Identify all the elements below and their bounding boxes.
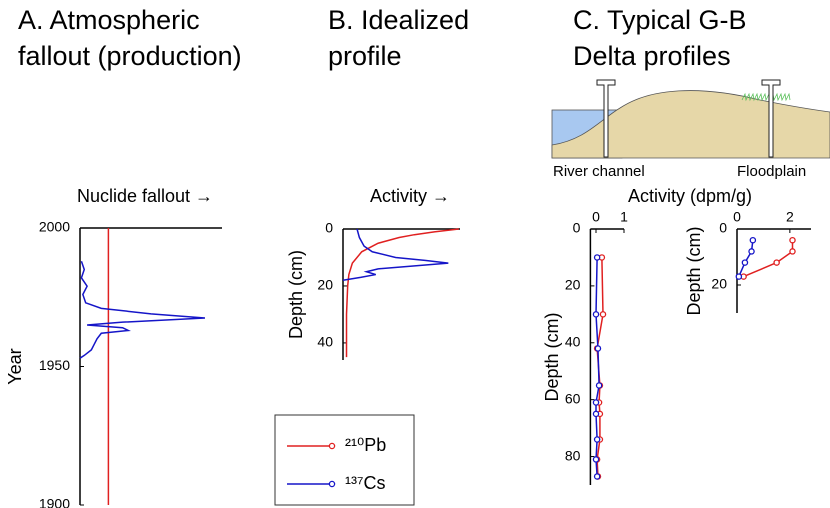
point — [593, 436, 601, 443]
panel-title: B. Idealized — [328, 5, 469, 35]
x-axis-label: Activity → — [370, 186, 450, 206]
y-tick-label: 0 — [719, 220, 727, 236]
legend-marker — [328, 442, 336, 450]
panel-title: fallout (production) — [18, 41, 242, 71]
panel-title: profile — [328, 41, 402, 71]
point — [735, 273, 743, 280]
point — [592, 311, 600, 318]
x-tick-label: 0 — [592, 209, 600, 225]
point — [599, 311, 607, 318]
y-tick-label: 20 — [317, 277, 333, 293]
x-axis-label: Nuclide fallout → — [77, 186, 213, 206]
point — [592, 456, 600, 463]
y-tick-label: 1900 — [39, 496, 70, 508]
y-tick-label: 40 — [317, 334, 333, 350]
series-line — [738, 240, 754, 277]
x-axis-label: Activity (dpm/g) — [628, 186, 752, 206]
land — [551, 90, 830, 159]
point — [593, 473, 601, 480]
point — [789, 236, 796, 244]
y-axis-label: Year — [5, 348, 25, 384]
y-tick-label: 0 — [325, 220, 333, 236]
panel-title: Delta profiles — [573, 41, 731, 71]
legend-label: ¹³⁷Cs — [345, 473, 386, 493]
panel-title: C. Typical G-B — [573, 5, 747, 35]
x-tick-label: 1 — [620, 209, 628, 225]
legend-marker — [328, 480, 336, 488]
y-axis-label: Depth (cm) — [684, 226, 704, 315]
point — [748, 248, 755, 255]
y-axis-label: Depth (cm) — [286, 250, 306, 339]
delta-diagram: River channel Floodplain — [551, 79, 830, 180]
point — [749, 236, 757, 244]
point — [594, 345, 602, 352]
y-tick-label: 60 — [565, 390, 581, 406]
panel-title: A. Atmospheric — [18, 5, 200, 35]
y-tick-label: 20 — [565, 277, 581, 293]
corer — [761, 79, 781, 158]
series-line — [743, 240, 794, 278]
diagram-label: Floodplain — [737, 163, 806, 180]
y-tick-label: 1950 — [39, 357, 70, 373]
point — [592, 410, 600, 418]
point — [789, 248, 796, 255]
series-line — [345, 228, 459, 358]
series-line — [342, 228, 449, 282]
point — [593, 254, 601, 261]
y-tick-label: 0 — [573, 220, 581, 236]
y-tick-label: 2000 — [39, 219, 70, 235]
x-tick-label: 0 — [733, 209, 741, 225]
y-axis-label: Depth (cm) — [542, 312, 562, 401]
grass — [741, 92, 791, 102]
y-tick-label: 20 — [711, 276, 727, 292]
point — [595, 382, 603, 389]
series-line — [79, 260, 206, 359]
y-tick-label: 40 — [565, 333, 581, 349]
point — [592, 399, 600, 406]
diagram-label: River channel — [553, 163, 645, 180]
x-tick-label: 2 — [786, 209, 794, 225]
corer — [596, 79, 616, 158]
legend-label: ²¹⁰Pb — [345, 435, 386, 455]
point — [741, 259, 749, 266]
point — [773, 259, 780, 266]
legend-box — [274, 414, 415, 506]
y-tick-label: 80 — [565, 447, 581, 463]
